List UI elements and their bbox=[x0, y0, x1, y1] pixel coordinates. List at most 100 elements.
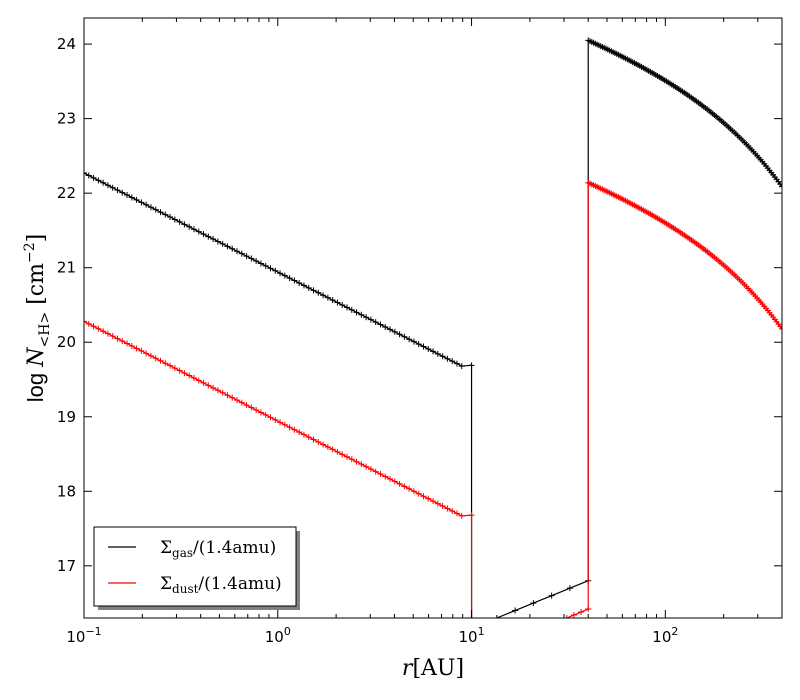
data-point bbox=[286, 424, 293, 431]
data-point bbox=[257, 409, 264, 416]
data-point bbox=[281, 272, 288, 279]
data-point bbox=[468, 362, 475, 369]
legend-label-dust: Σdust/(1.4amu) bbox=[160, 574, 282, 596]
x-tick-label: 102 bbox=[652, 625, 678, 646]
data-point bbox=[104, 182, 111, 189]
y-tick-label: 23 bbox=[57, 110, 76, 128]
x-tick-label: 10−1 bbox=[66, 625, 101, 646]
data-point bbox=[214, 238, 221, 245]
data-point bbox=[286, 275, 293, 282]
data-point bbox=[248, 255, 255, 262]
plot-area bbox=[84, 18, 782, 618]
data-point bbox=[133, 345, 140, 352]
data-point bbox=[100, 179, 107, 186]
data-point bbox=[566, 585, 573, 592]
data-point bbox=[147, 204, 154, 211]
data-point bbox=[410, 488, 417, 495]
data-point bbox=[453, 360, 460, 367]
data-point bbox=[171, 365, 178, 372]
data-point bbox=[109, 333, 116, 340]
data-point bbox=[291, 277, 298, 284]
data-point bbox=[296, 429, 303, 436]
data-point bbox=[339, 301, 346, 308]
data-point bbox=[343, 453, 350, 460]
data-point bbox=[114, 187, 121, 194]
data-point bbox=[84, 170, 87, 177]
data-point bbox=[353, 458, 360, 465]
data-point bbox=[143, 201, 150, 208]
data-point bbox=[291, 426, 298, 433]
data-point bbox=[353, 309, 360, 316]
data-point bbox=[128, 194, 135, 201]
data-point bbox=[420, 493, 427, 500]
data-point bbox=[138, 199, 145, 206]
data-point bbox=[343, 304, 350, 311]
data-point bbox=[181, 370, 188, 377]
data-point bbox=[512, 607, 519, 614]
data-point bbox=[229, 245, 236, 252]
data-point bbox=[570, 612, 577, 618]
data-point bbox=[267, 414, 274, 421]
data-point bbox=[157, 209, 164, 216]
data-point bbox=[439, 503, 446, 510]
data-point bbox=[162, 211, 169, 218]
y-tick-label: 18 bbox=[57, 482, 76, 500]
data-point bbox=[382, 323, 389, 330]
data-point bbox=[367, 466, 374, 473]
data-point bbox=[114, 335, 121, 342]
data-point bbox=[281, 421, 288, 428]
data-point bbox=[420, 343, 427, 350]
data-point bbox=[415, 490, 422, 497]
data-point bbox=[262, 262, 269, 269]
data-point bbox=[186, 223, 193, 230]
y-tick-label: 20 bbox=[57, 333, 76, 351]
data-point bbox=[320, 441, 327, 448]
series-line bbox=[496, 580, 589, 618]
series-1 bbox=[84, 179, 782, 618]
data-point bbox=[444, 505, 451, 512]
data-point bbox=[205, 382, 212, 389]
data-point bbox=[238, 250, 245, 257]
data-point bbox=[238, 399, 245, 406]
data-point bbox=[200, 379, 207, 386]
data-point bbox=[434, 350, 441, 357]
data-point bbox=[530, 600, 537, 607]
data-point bbox=[415, 341, 422, 348]
data-point bbox=[219, 240, 226, 247]
data-point bbox=[124, 192, 131, 199]
data-point bbox=[272, 416, 279, 423]
data-point bbox=[205, 233, 212, 240]
data-point bbox=[310, 436, 317, 443]
data-point bbox=[391, 478, 398, 485]
data-point bbox=[391, 328, 398, 335]
data-point bbox=[315, 289, 322, 296]
data-point bbox=[253, 258, 260, 264]
data-point bbox=[296, 279, 303, 286]
series-line bbox=[566, 608, 589, 618]
data-point bbox=[147, 352, 154, 359]
data-point bbox=[272, 267, 279, 274]
data-point bbox=[329, 297, 336, 304]
x-tick-label: 101 bbox=[459, 625, 485, 646]
data-point bbox=[372, 468, 379, 475]
data-point bbox=[329, 446, 336, 453]
y-axis-label: log N<H> [cm−2] bbox=[22, 234, 53, 402]
y-tick-label: 24 bbox=[57, 35, 76, 53]
data-point bbox=[493, 615, 500, 618]
data-point bbox=[243, 253, 250, 260]
data-point bbox=[458, 512, 465, 519]
legend-label-gas: Σgas/(1.4amu) bbox=[160, 538, 276, 560]
data-point bbox=[234, 397, 241, 404]
data-point bbox=[109, 184, 116, 191]
data-point bbox=[262, 411, 269, 418]
data-point bbox=[248, 404, 255, 411]
y-tick-label: 17 bbox=[57, 557, 76, 575]
data-point bbox=[224, 392, 231, 399]
data-point bbox=[425, 495, 432, 502]
data-point bbox=[444, 355, 451, 362]
data-point bbox=[277, 270, 284, 277]
data-point bbox=[214, 387, 221, 394]
data-point bbox=[372, 319, 379, 326]
data-point bbox=[200, 231, 207, 238]
